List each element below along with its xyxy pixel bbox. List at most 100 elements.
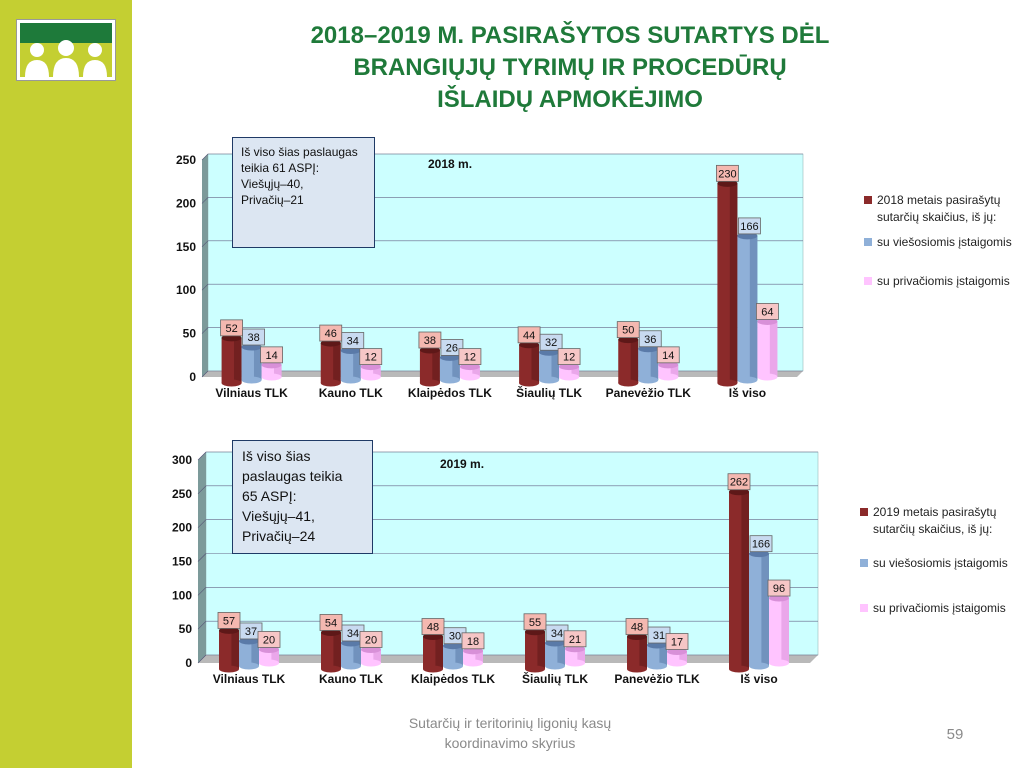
bar-public — [749, 550, 769, 670]
bar-base — [259, 659, 279, 667]
data-label-text: 30 — [449, 631, 461, 643]
data-label-text: 14 — [662, 350, 674, 362]
data-label-box — [738, 217, 761, 235]
y-tick-label: 300 — [172, 453, 192, 467]
data-label: 12 — [458, 348, 482, 365]
bar-base — [241, 376, 262, 384]
bar-base — [647, 662, 667, 670]
bar-base — [565, 659, 585, 667]
y-tick-label: 0 — [189, 370, 196, 384]
y-tick-label: 250 — [172, 487, 192, 501]
footer-line: Sutarčių ir teritorinių ligonių kasų — [408, 715, 612, 731]
data-label: 96 — [767, 579, 791, 597]
data-label: 64 — [756, 303, 779, 320]
bar-base — [463, 659, 483, 667]
bar-public — [340, 346, 361, 384]
data-label-box — [359, 631, 383, 648]
data-label-text: 57 — [223, 615, 235, 627]
bar-total — [320, 339, 341, 387]
legend-label: su viešosiomis įstaigomis — [877, 235, 1012, 249]
bar-body — [459, 366, 480, 377]
bar-body — [360, 366, 381, 377]
bar-shade — [650, 348, 659, 380]
data-label-box — [523, 613, 547, 631]
data-label: 34 — [341, 332, 365, 349]
legend-item-private: su privačiomis įstaigomis — [864, 273, 1014, 290]
bar-shade — [435, 636, 443, 669]
data-label-box — [727, 473, 751, 491]
data-label-text: 36 — [644, 334, 656, 346]
gridline — [201, 240, 209, 248]
bar-total — [627, 633, 647, 673]
data-label-box — [257, 631, 281, 648]
title-line-3: IŠLAIDŲ APMOKĖJIMO — [437, 86, 703, 113]
note-line: Privačių–24 — [242, 528, 316, 544]
data-label: 17 — [665, 633, 689, 650]
bar-private — [769, 594, 789, 667]
bar-total — [525, 628, 545, 673]
bar-shade — [781, 598, 789, 663]
chart-2019-legend: 2019 metais pasirašytų sutarčių skaičius… — [860, 504, 1010, 617]
note-line: teikia 61 ASPĮ: — [241, 161, 320, 175]
gridline — [201, 197, 209, 204]
bar-base — [423, 665, 443, 673]
chart-2018-note: Iš viso šias paslaugas teikia 61 ASPĮ: V… — [232, 137, 375, 248]
y-tick-label: 50 — [179, 622, 193, 636]
x-tick-label: Vilniaus TLK — [213, 672, 286, 686]
data-label-text: 12 — [365, 352, 377, 364]
x-tick-label: Šiaulių TLK — [516, 385, 582, 400]
data-label-text: 12 — [464, 352, 476, 364]
bar-base — [459, 373, 480, 381]
data-label-box — [359, 348, 383, 365]
bar-shade — [475, 650, 483, 663]
gridline — [201, 327, 209, 334]
bar-shade — [353, 350, 361, 380]
bar-base — [658, 373, 679, 381]
bar-shade — [551, 352, 560, 380]
y-tick-label: 150 — [172, 555, 192, 569]
bar-shade — [639, 636, 647, 669]
x-tick-label: Panevėžio TLK — [614, 672, 700, 686]
x-tick-label: Kauno TLK — [319, 386, 383, 400]
bar-private — [559, 363, 580, 381]
bar-base — [239, 662, 259, 670]
data-label: 37 — [239, 622, 263, 640]
data-label-box — [767, 579, 791, 597]
bar-shade — [373, 649, 381, 663]
legend-label: 2019 metais pasirašytų sutarčių skaičius… — [873, 505, 997, 536]
bar-shade — [253, 347, 262, 380]
data-label: 54 — [319, 614, 343, 631]
bar-private — [361, 645, 381, 667]
data-label-box — [319, 614, 343, 631]
data-label-box — [756, 303, 779, 320]
bar-shade — [749, 235, 758, 380]
bar-base — [757, 373, 778, 381]
data-label: 21 — [563, 630, 587, 648]
bar-total — [219, 626, 239, 673]
y-tick-label: 100 — [172, 588, 192, 602]
bar-body — [559, 366, 580, 377]
bar-public — [647, 641, 667, 670]
bar-public — [539, 348, 560, 384]
bar-shade — [231, 630, 239, 669]
bar-base — [419, 379, 440, 387]
y-tick-label: 200 — [172, 521, 192, 535]
data-label-text: 230 — [718, 168, 736, 180]
bar-shade — [659, 645, 667, 666]
legend-label: su privačiomis įstaigomis — [873, 601, 1006, 615]
plot-floor — [198, 655, 818, 663]
legend-swatch — [860, 604, 868, 612]
data-label: 50 — [616, 321, 640, 339]
bar-base — [341, 662, 361, 670]
legend-item-total: 2018 metais pasirašytų sutarčių skaičius… — [864, 192, 1014, 226]
x-tick-label: Vilniaus TLK — [215, 386, 288, 400]
data-label: 166 — [738, 217, 761, 235]
data-label-text: 48 — [427, 622, 439, 634]
data-label-box — [239, 622, 263, 640]
data-label-box — [557, 348, 581, 365]
legend-swatch — [864, 238, 872, 246]
bar-base — [638, 376, 659, 384]
data-label-box — [440, 339, 464, 356]
data-label-text: 17 — [671, 636, 683, 648]
data-label-text: 46 — [325, 328, 337, 340]
